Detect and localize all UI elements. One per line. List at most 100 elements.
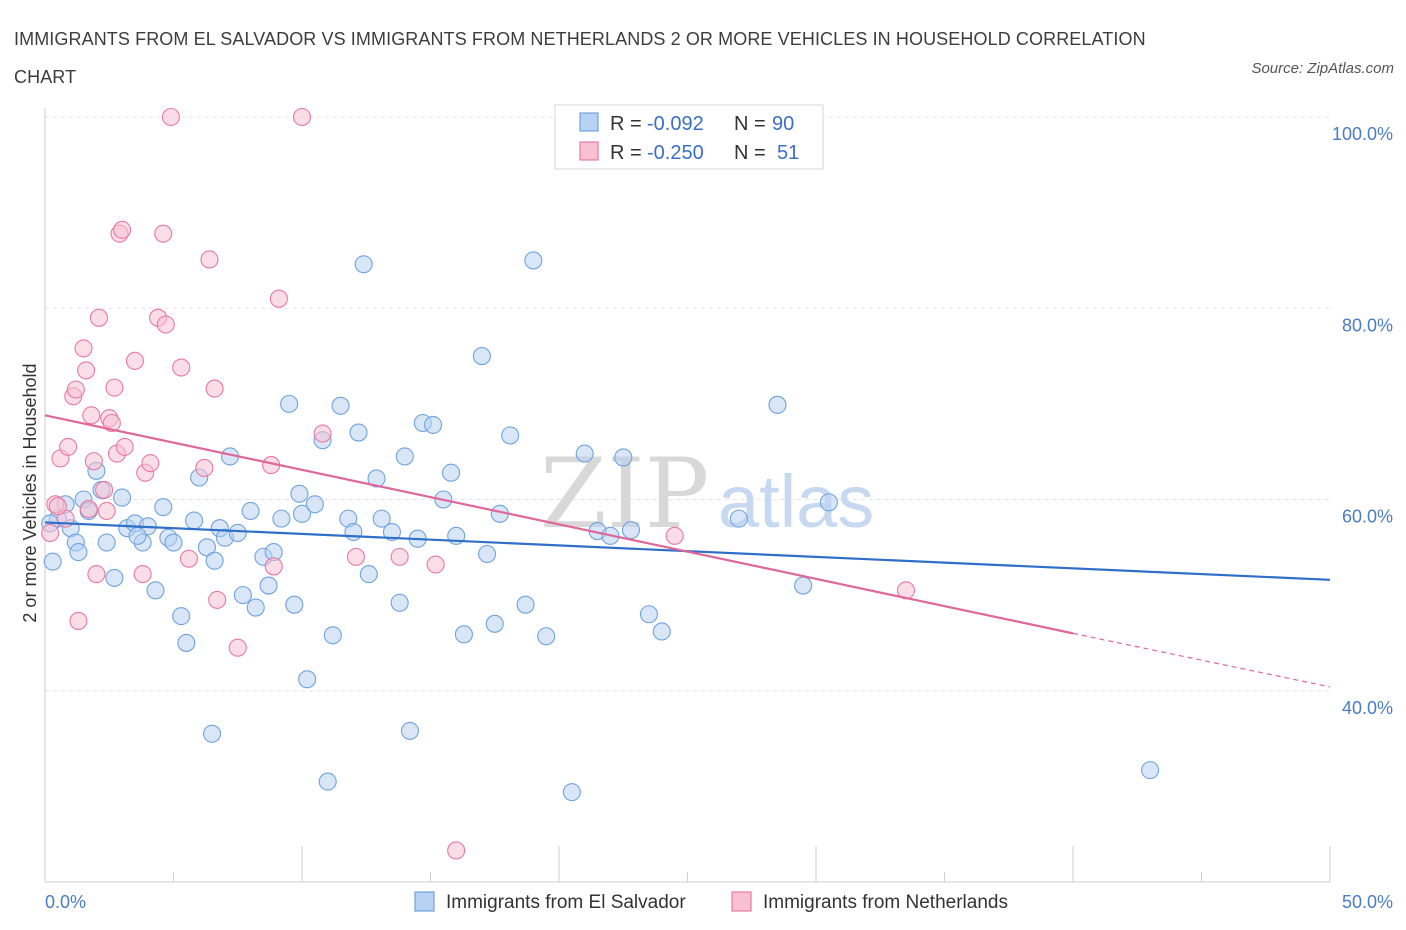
el-salvador-point-84: [1141, 761, 1160, 780]
legend-pink-r-label: R =: [610, 142, 642, 164]
netherlands-point-43: [346, 547, 366, 566]
x-tick-labels: 0.0% 50.0%: [45, 892, 1393, 912]
el-salvador-point-87: [128, 526, 147, 545]
el-salvador-point-16: [146, 581, 165, 600]
el-salvador-point-61: [442, 463, 461, 482]
el-salvador-point-69: [516, 595, 535, 614]
netherlands-point-49: [48, 497, 67, 516]
el-salvador-point-83: [819, 493, 838, 512]
el-salvador-point-51: [367, 469, 386, 488]
el-salvador-point-36: [272, 509, 291, 528]
netherlands-point-28: [154, 224, 173, 243]
netherlands-point-8: [74, 339, 93, 358]
el-salvador-point-66: [485, 614, 504, 633]
el-salvador-point-48: [349, 423, 368, 442]
series-legend-netherlands: Immigrants from Netherlands: [763, 892, 1008, 913]
el-salvador-point-81: [768, 395, 787, 414]
legend-blue-r-label: R =: [610, 113, 642, 135]
el-salvador-point-68: [501, 426, 520, 445]
el-salvador-point-52: [372, 509, 391, 528]
netherlands-point-21: [113, 220, 132, 239]
netherlands-point-11: [84, 452, 103, 471]
legend-blue-n-value: 90: [772, 113, 794, 135]
el-salvador-point-10: [105, 568, 124, 587]
legend-swatch-blue: [579, 112, 599, 132]
el-salvador-point-82: [794, 576, 813, 595]
netherlands-point-32: [179, 549, 198, 568]
el-salvador-point-20: [172, 607, 191, 626]
data-points: [41, 107, 1160, 860]
netherlands-point-45: [426, 555, 445, 574]
legend-blue-r-value: -0.092: [647, 113, 704, 135]
netherlands-point-17: [102, 413, 121, 433]
el-salvador-point-89: [290, 484, 309, 503]
netherlands-point-0: [41, 523, 60, 543]
el-salvador-point-40: [298, 670, 317, 689]
el-salvador-point-25: [203, 724, 222, 743]
netherlands-point-24: [133, 565, 152, 584]
y-tick-label-0: 100.0%: [1332, 124, 1393, 144]
x-tick-label-0: 0.0%: [45, 892, 86, 912]
series-legend-swatch-blue: [414, 891, 435, 912]
el-salvador-point-88: [205, 551, 224, 570]
legend-pink-n-label: N =: [734, 142, 766, 164]
netherlands-point-9: [77, 361, 96, 380]
netherlands-point-29: [156, 315, 175, 334]
netherlands-point-36: [208, 590, 227, 609]
netherlands-trend-extension: [1072, 632, 1331, 688]
legend-box: [554, 104, 824, 170]
el-salvador-point-47: [344, 522, 363, 542]
netherlands-point-15: [97, 501, 116, 521]
netherlands-point-4: [59, 437, 78, 456]
trend-lines: [44, 414, 1331, 688]
netherlands-point-23: [125, 351, 144, 370]
y-tick-label-3: 40.0%: [1342, 698, 1393, 718]
el-salvador-point-11: [113, 488, 132, 507]
el-salvador-point-56: [400, 721, 419, 740]
el-salvador-point-43: [318, 772, 337, 791]
el-salvador-point-72: [562, 783, 581, 802]
el-salvador-point-31: [241, 501, 260, 521]
netherlands-point-30: [161, 107, 180, 127]
el-salvador-point-45: [331, 396, 350, 415]
netherlands-point-44: [390, 547, 409, 566]
el-salvador-point-41: [305, 495, 324, 514]
y-tick-labels: 100.0% 80.0% 60.0% 40.0%: [1332, 124, 1393, 718]
series-legend-el-salvador: Immigrants from El Salvador: [446, 892, 686, 913]
netherlands-point-37: [228, 638, 247, 657]
y-axis-label: 2 or more Vehicles in Household: [20, 363, 40, 622]
y-tick-label-2: 60.0%: [1342, 507, 1393, 527]
netherlands-point-26: [141, 454, 160, 473]
netherlands-point-31: [172, 358, 191, 377]
netherlands-point-7: [69, 611, 88, 630]
el-salvador-point-34: [259, 576, 278, 595]
netherlands-point-33: [195, 458, 214, 477]
el-salvador-point-21: [177, 633, 196, 652]
el-salvador-point-76: [614, 448, 633, 467]
netherlands-point-42: [313, 424, 332, 443]
netherlands-point-40: [269, 289, 288, 308]
el-salvador-point-73: [575, 444, 594, 463]
el-salvador-point-79: [652, 622, 671, 641]
series-legend: Immigrants from El Salvador Immigrants f…: [414, 891, 1008, 913]
netherlands-point-22: [115, 437, 134, 456]
el-salvador-point-53: [382, 522, 402, 542]
el-salvador-point-0: [43, 552, 62, 571]
axes: [44, 108, 1331, 883]
el-salvador-point-59: [424, 415, 443, 434]
netherlands-point-39: [264, 557, 283, 576]
y-tick-label-1: 80.0%: [1342, 315, 1393, 335]
netherlands-point-18: [105, 378, 124, 397]
el-salvador-point-39: [292, 504, 312, 523]
series-legend-swatch-pink: [731, 891, 752, 912]
el-salvador-point-44: [323, 626, 342, 645]
netherlands-trend-line: [44, 414, 1074, 635]
netherlands-point-10: [82, 406, 101, 425]
chart-title: IMMIGRANTS FROM EL SALVADOR VS IMMIGRANT…: [14, 29, 1146, 87]
legend-pink-r-value: -0.250: [647, 142, 704, 164]
netherlands-point-13: [89, 308, 109, 327]
el-salvador-point-38: [285, 595, 304, 614]
chart-source: Source: ZipAtlas.com: [1251, 60, 1394, 77]
x-tick-label-1: 50.0%: [1342, 892, 1393, 912]
